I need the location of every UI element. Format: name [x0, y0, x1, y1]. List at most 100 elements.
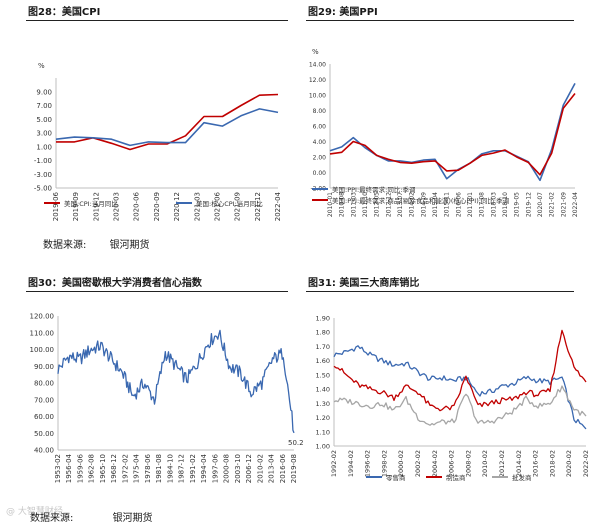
top-left-rule — [26, 20, 288, 21]
inventory-ytick-label: 1.30 — [316, 400, 330, 408]
inventory-ytick-label: 1.50 — [316, 371, 330, 379]
source-bottom-label: 数据来源: — [30, 513, 74, 524]
cpi-xtick-label: 2019-12 — [92, 192, 100, 221]
cpi-xtick-label: 2021-12 — [254, 192, 262, 221]
inventory-legend-label: 制造商 — [446, 473, 466, 482]
cpi-ytick-label: 1.00 — [36, 143, 52, 151]
cpi-xtick-label: 2022-04 — [274, 191, 282, 221]
michigan-xtick-label: 2006-12 — [245, 454, 253, 483]
ppi-xtick-label: 2010-01 — [327, 192, 334, 217]
ppi-ytick-label: 6.00 — [313, 124, 327, 131]
ppi-xtick-label: 2015-11 — [444, 192, 451, 217]
inventory-xtick-label: 2010-02 — [481, 450, 489, 477]
michigan-xtick-label: 1984-10 — [166, 454, 174, 483]
cpi-ytick-label: 3.00 — [36, 130, 52, 138]
cpi-ytick-label: 9.00 — [36, 88, 52, 96]
inventory-xtick-label: 2018-02 — [548, 450, 556, 477]
ppi-xtick-label: 2012-05 — [374, 192, 381, 217]
ppi-series-line-2 — [329, 93, 576, 176]
ppi-xtick-label: 2017-01 — [467, 192, 474, 217]
cpi-chart: % -5.00 -3.00 -1.00 1.00 3.00 5.00 7.00 9.00 2019… — [34, 62, 282, 221]
cpi-series-line-1 — [56, 93, 279, 151]
michigan-xtick-label: 2016-06 — [279, 453, 287, 483]
ppi-xtick-label: 2017-08 — [479, 192, 486, 217]
ppi-xtick-label: 2019-05 — [514, 192, 521, 217]
michigan-xtick-label: 2003-10 — [234, 454, 242, 483]
cpi-xtick-label: 2021-06 — [213, 191, 221, 221]
ppi-ytick-label: 4.00 — [313, 139, 327, 146]
inventory-xtick-label: 2006-02 — [448, 450, 456, 477]
inventory-ytick-label: 1.90 — [316, 315, 330, 323]
inventory-xtick-label: 2004-02 — [431, 450, 439, 477]
michigan-xtick-label: 1997-06 — [211, 453, 219, 483]
ppi-xtick-label: 2020-07 — [537, 192, 544, 217]
ppi-xtick-label: 2018-10 — [502, 192, 509, 217]
cpi-legend-label: 美国:CPI:当月同比 — [64, 199, 118, 208]
michigan-ytick-label: 60.00 — [34, 413, 54, 421]
cpi-xtick-label: 2021-03 — [193, 192, 201, 221]
cpi-ytick-label: 5.00 — [36, 116, 52, 124]
inventory-ytick-label: 1.80 — [316, 329, 330, 337]
ppi-xtick-label: 2019-12 — [525, 192, 532, 217]
michigan-ytick-label: 50.00 — [34, 430, 54, 438]
source-top-value: 银河期货 — [109, 240, 150, 251]
michigan-ytick-label: 40.00 — [34, 447, 54, 455]
inventory-ytick-label: 1.40 — [316, 386, 330, 394]
inventory-ytick-label: 1.20 — [316, 414, 330, 422]
cpi-legend-label: 美国:核心CPI:当月同比 — [196, 199, 263, 208]
cpi-xtick-label: 2021-09 — [234, 192, 242, 221]
cpi-ylabel: % — [38, 62, 45, 70]
michigan-ytick-label: 80.00 — [34, 380, 54, 388]
bottom-left-rule — [26, 291, 288, 292]
ppi-xtick-label: 2010-08 — [339, 192, 346, 217]
michigan-xtick-label: 1981-08 — [155, 454, 163, 483]
inventory-chart: 1.00 1.10 1.20 1.30 1.40 1.50 1.60 1.70 1.80 1.90… — [316, 315, 590, 483]
ppi-xtick-label: 2016-06 — [455, 192, 462, 217]
michigan-xtick-label: 1953-02 — [54, 454, 62, 483]
inventory-xtick-label: 1994-02 — [347, 450, 355, 477]
ppi-series-line-1 — [329, 83, 576, 182]
ppi-xtick-label: 2014-09 — [420, 192, 427, 217]
ppi-ytick-label: 10.00 — [309, 93, 326, 100]
ppi-xtick-label: 2021-09 — [560, 192, 567, 217]
ppi-xtick-label: 2013-07 — [397, 192, 404, 217]
cpi-xtick-label: 2020-06 — [133, 191, 141, 221]
inventory-series-line-3 — [333, 385, 587, 426]
source-top-label: 数据来源: — [43, 240, 87, 251]
michigan-xtick-label: 1956-04 — [65, 453, 73, 483]
ppi-ylabel: % — [312, 48, 319, 56]
figure-31-title: 图31: 美国三大商库销比 — [308, 278, 420, 289]
michigan-xtick-label: 1978-06 — [144, 453, 152, 483]
ppi-xtick-label: 2014-02 — [409, 192, 416, 217]
michigan-xtick-label: 1962-08 — [88, 454, 96, 483]
ppi-chart: %-2.000.002.004.006.008.0010.0012.0014.0… — [309, 48, 579, 217]
cpi-xtick-label: 2019-06 — [52, 191, 60, 221]
inventory-ytick-label: 1.00 — [316, 443, 330, 451]
ppi-xtick-label: 2011-10 — [362, 192, 369, 217]
inventory-ytick-label: 1.10 — [316, 428, 330, 436]
inventory-xtick-label: 2008-02 — [464, 450, 472, 477]
inventory-xtick-label: 2022-02 — [582, 450, 590, 477]
cpi-series-line-2 — [55, 108, 279, 147]
ppi-xtick-label: 2021-02 — [549, 192, 556, 217]
ppi-ytick-label: 14.00 — [309, 62, 326, 69]
inventory-xtick-label: 2012-02 — [498, 450, 506, 477]
michigan-xtick-label: 1994-04 — [200, 453, 208, 483]
michigan-last-value-label: 50.20 — [288, 439, 304, 447]
michigan-xtick-label: 2000-08 — [223, 454, 231, 483]
inventory-xtick-label: 1996-02 — [364, 450, 372, 477]
inventory-xtick-label: 2002-02 — [414, 450, 422, 477]
cpi-xtick-label: 2020-12 — [173, 192, 181, 221]
bottom-right-rule — [306, 291, 574, 292]
inventory-xtick-label: 2020-02 — [565, 450, 573, 477]
ppi-xtick-label: 2011-03 — [350, 192, 357, 217]
ppi-xtick-label: 2018-03 — [490, 192, 497, 217]
michigan-xtick-label: 1968-12 — [110, 454, 118, 483]
cpi-xtick-label: 2019-09 — [72, 192, 80, 221]
figure-29-title: 图29: 美国PPI — [308, 7, 378, 18]
michigan-xtick-label: 2013-04 — [268, 453, 276, 483]
source-top: 数据来源: 银河期货 — [43, 236, 150, 251]
figure-30-title: 图30：美国密歇根大学消费者信心指数 — [28, 278, 202, 289]
ppi-xtick-label: 2015-04 — [432, 192, 439, 217]
michigan-ytick-label: 100.00 — [30, 346, 55, 354]
